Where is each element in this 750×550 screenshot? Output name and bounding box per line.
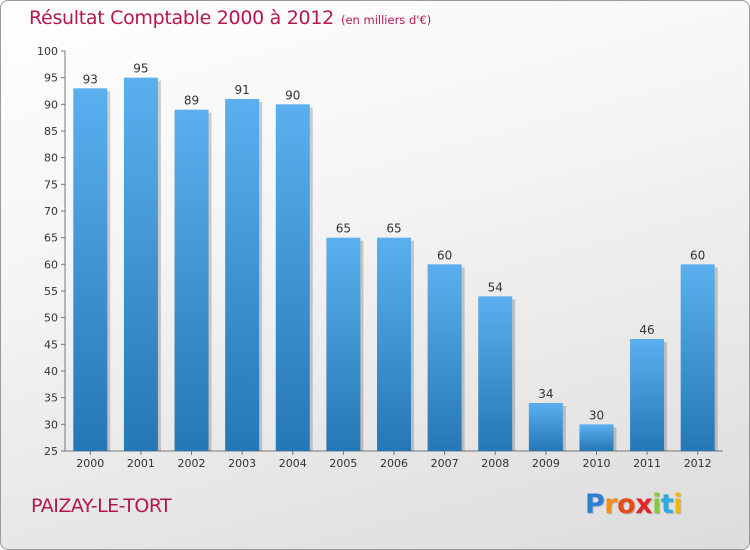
bar-2010 xyxy=(579,424,614,451)
y-tick-label: 50 xyxy=(44,312,58,325)
y-tick-label: 75 xyxy=(44,178,58,191)
y-tick-label: 25 xyxy=(44,445,58,458)
bar-2012 xyxy=(680,264,715,451)
bar-value-label: 65 xyxy=(336,222,351,236)
x-tick-label: 2001 xyxy=(127,457,155,470)
proxiti-logo: Proxiti xyxy=(585,489,683,520)
bar-2002 xyxy=(174,109,209,452)
bar-2011 xyxy=(630,339,665,451)
x-tick-label: 2005 xyxy=(329,457,357,470)
bar-value-label: 60 xyxy=(690,248,705,262)
bar-value-label: 93 xyxy=(83,72,98,86)
y-tick-label: 70 xyxy=(44,205,58,218)
y-tick-label: 95 xyxy=(44,72,58,85)
x-tick-label: 2009 xyxy=(532,457,560,470)
x-tick-label: 2008 xyxy=(481,457,509,470)
bar-2004 xyxy=(275,104,310,451)
bar-2007 xyxy=(427,264,462,451)
y-tick-label: 100 xyxy=(37,45,58,58)
bar-2008 xyxy=(478,296,513,451)
y-tick-label: 85 xyxy=(44,125,58,138)
y-tick-label: 55 xyxy=(44,285,58,298)
x-tick-label: 2003 xyxy=(228,457,256,470)
x-axis: 2000 2001 2002 2003 2004 2005 2006 2007 2008 2009… xyxy=(65,450,723,470)
x-tick-label: 2010 xyxy=(582,457,610,470)
y-tick-label: 45 xyxy=(44,338,58,351)
commune-name: PAIZAY-LE-TORT xyxy=(31,495,172,517)
bar-2001 xyxy=(123,77,158,452)
y-tick-label: 60 xyxy=(44,258,58,271)
bars: 93 95 89 91 90 65 65 60 54 34 30 46 60 xyxy=(73,62,718,452)
bar-value-label: 34 xyxy=(538,387,553,401)
bar-value-label: 89 xyxy=(184,94,199,108)
bar-2003 xyxy=(225,99,260,451)
logo-letter: x xyxy=(635,489,653,520)
bar-2005 xyxy=(326,237,361,451)
y-tick-label: 80 xyxy=(44,152,58,165)
x-tick-label: 2007 xyxy=(431,457,459,470)
bar-value-label: 54 xyxy=(488,280,503,294)
bar-value-label: 46 xyxy=(639,323,654,337)
logo-letter: i xyxy=(673,489,683,520)
bar-2000 xyxy=(73,88,108,451)
bar-value-label: 30 xyxy=(589,408,604,422)
y-tick-label: 35 xyxy=(44,392,58,405)
logo-letter: t xyxy=(660,489,674,520)
bar-2009 xyxy=(528,403,563,451)
y-axis: 25 30 35 40 45 50 55 60 65 70 75 80 85 90 95 100 xyxy=(37,45,66,458)
y-tick-label: 65 xyxy=(44,232,58,245)
bar-value-label: 90 xyxy=(285,88,300,102)
bar-2006 xyxy=(377,237,411,451)
x-tick-label: 2006 xyxy=(380,457,408,470)
y-tick-label: 90 xyxy=(44,98,58,111)
bar-value-label: 95 xyxy=(133,62,148,76)
logo-letter: i xyxy=(652,489,661,520)
x-tick-label: 2012 xyxy=(684,457,712,470)
chart-title: Résultat Comptable 2000 à 2012 xyxy=(29,7,334,29)
bar-value-label: 65 xyxy=(386,222,401,236)
x-tick-label: 2004 xyxy=(279,457,307,470)
chart-unit-label: (en milliers d'€) xyxy=(341,13,432,27)
logo-letter: r xyxy=(604,489,618,520)
y-tick-label: 40 xyxy=(44,365,58,378)
bar-value-label: 91 xyxy=(235,83,250,97)
logo-letter: P xyxy=(585,489,605,520)
y-tick-label: 30 xyxy=(44,418,58,431)
x-tick-label: 2011 xyxy=(633,457,661,470)
bar-value-label: 60 xyxy=(437,248,452,262)
x-tick-label: 2002 xyxy=(178,457,206,470)
x-tick-label: 2000 xyxy=(76,457,104,470)
logo-letter: o xyxy=(617,489,636,520)
